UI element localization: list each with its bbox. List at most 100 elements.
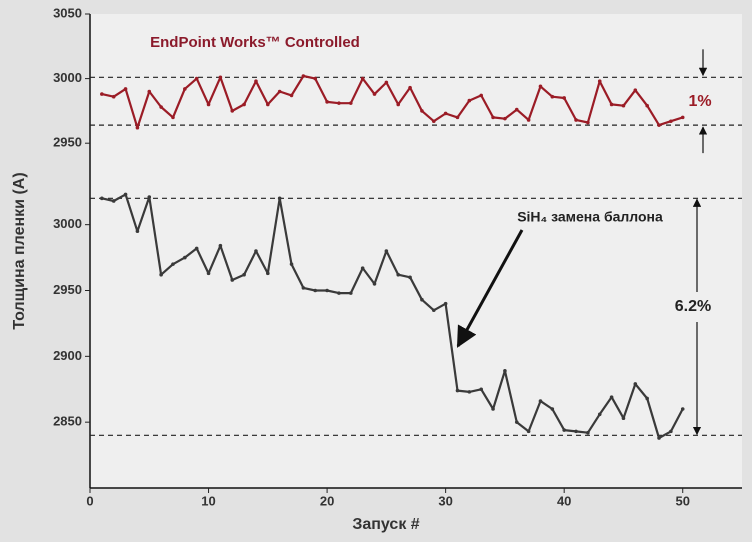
- panel-title: EndPoint Works™ Controlled: [150, 34, 360, 51]
- data-point: [633, 88, 638, 93]
- y-tick-label: 2950: [53, 282, 82, 297]
- data-point: [574, 429, 578, 434]
- range-label: 1%: [688, 93, 711, 110]
- data-point: [230, 278, 235, 282]
- data-point: [621, 416, 626, 421]
- data-point: [538, 399, 543, 403]
- data-point: [621, 103, 626, 108]
- x-tick-label: 40: [557, 493, 571, 508]
- data-point: [526, 118, 531, 122]
- data-point: [100, 196, 104, 201]
- data-line: [101, 74, 684, 129]
- data-point: [206, 271, 211, 276]
- data-point: [111, 199, 116, 203]
- data-point: [384, 80, 389, 85]
- data-point: [574, 118, 578, 122]
- data-point: [455, 388, 460, 393]
- data-point: [266, 271, 270, 276]
- data-point: [431, 119, 436, 124]
- y-tick-label: 3050: [53, 5, 82, 20]
- data-point: [372, 282, 377, 286]
- data-point: [301, 74, 306, 78]
- data-point: [325, 288, 329, 293]
- data-point: [609, 395, 614, 399]
- data-point: [277, 196, 282, 201]
- data-point: [455, 115, 460, 120]
- data-point: [384, 249, 389, 253]
- data-point: [645, 103, 649, 108]
- data-point: [230, 109, 235, 113]
- data-point: [360, 266, 365, 270]
- data-point: [277, 89, 282, 94]
- data-point: [503, 369, 507, 373]
- data-point: [171, 262, 175, 266]
- data-point: [301, 286, 306, 290]
- data-point: [360, 76, 365, 81]
- data-point: [514, 420, 519, 424]
- data-point: [420, 297, 424, 302]
- data-point: [242, 102, 246, 107]
- data-point: [586, 430, 590, 435]
- data-point: [680, 115, 685, 120]
- data-point: [159, 272, 163, 277]
- data-point: [550, 94, 555, 99]
- data-point: [586, 120, 590, 125]
- data-point: [159, 105, 163, 109]
- data-point: [135, 229, 140, 234]
- data-point: [396, 102, 401, 107]
- data-point: [657, 123, 661, 127]
- data-point: [467, 390, 472, 394]
- data-point: [289, 262, 294, 266]
- data-point: [183, 87, 187, 91]
- y-tick-label: 3000: [53, 216, 82, 231]
- y-tick-label: 2950: [53, 135, 82, 150]
- data-point: [645, 396, 649, 401]
- data-point: [100, 92, 104, 96]
- y-axis-label: Толщина пленки (A): [11, 172, 28, 329]
- x-tick-label: 30: [438, 493, 452, 508]
- data-point: [147, 195, 152, 199]
- annotation-arrow: [456, 229, 524, 348]
- data-point: [408, 85, 412, 90]
- data-point: [171, 115, 175, 120]
- data-point: [597, 79, 602, 83]
- data-point: [242, 272, 246, 277]
- data-point: [526, 429, 531, 434]
- data-point: [218, 243, 223, 248]
- data-point: [349, 101, 353, 105]
- x-axis-label: Запуск #: [352, 516, 419, 533]
- x-tick-label: 20: [320, 493, 334, 508]
- data-point: [420, 109, 424, 113]
- data-point: [337, 291, 341, 295]
- data-point: [218, 75, 223, 80]
- data-point: [479, 93, 484, 98]
- y-tick-label: 2900: [53, 348, 82, 363]
- data-point: [562, 96, 566, 100]
- data-point: [206, 102, 211, 107]
- data-point: [443, 301, 448, 306]
- annotation: SiH₄ замена баллона: [517, 209, 663, 225]
- data-point: [491, 407, 495, 411]
- x-tick-label: 0: [86, 493, 93, 508]
- data-point: [372, 92, 377, 96]
- data-point: [254, 79, 258, 83]
- data-point: [479, 387, 484, 392]
- data-point: [266, 102, 270, 107]
- data-point: [254, 249, 258, 253]
- data-point: [514, 107, 519, 112]
- data-point: [503, 116, 507, 121]
- data-point: [123, 87, 128, 91]
- x-tick-label: 10: [201, 493, 215, 508]
- data-point: [657, 436, 661, 440]
- data-point: [313, 288, 318, 293]
- data-point: [123, 192, 128, 197]
- data-point: [194, 76, 199, 81]
- data-point: [194, 246, 199, 251]
- data-point: [349, 291, 353, 295]
- data-point: [313, 76, 318, 81]
- data-point: [538, 84, 543, 89]
- data-point: [597, 412, 602, 417]
- y-tick-label: 2850: [53, 414, 82, 429]
- data-point: [609, 102, 614, 107]
